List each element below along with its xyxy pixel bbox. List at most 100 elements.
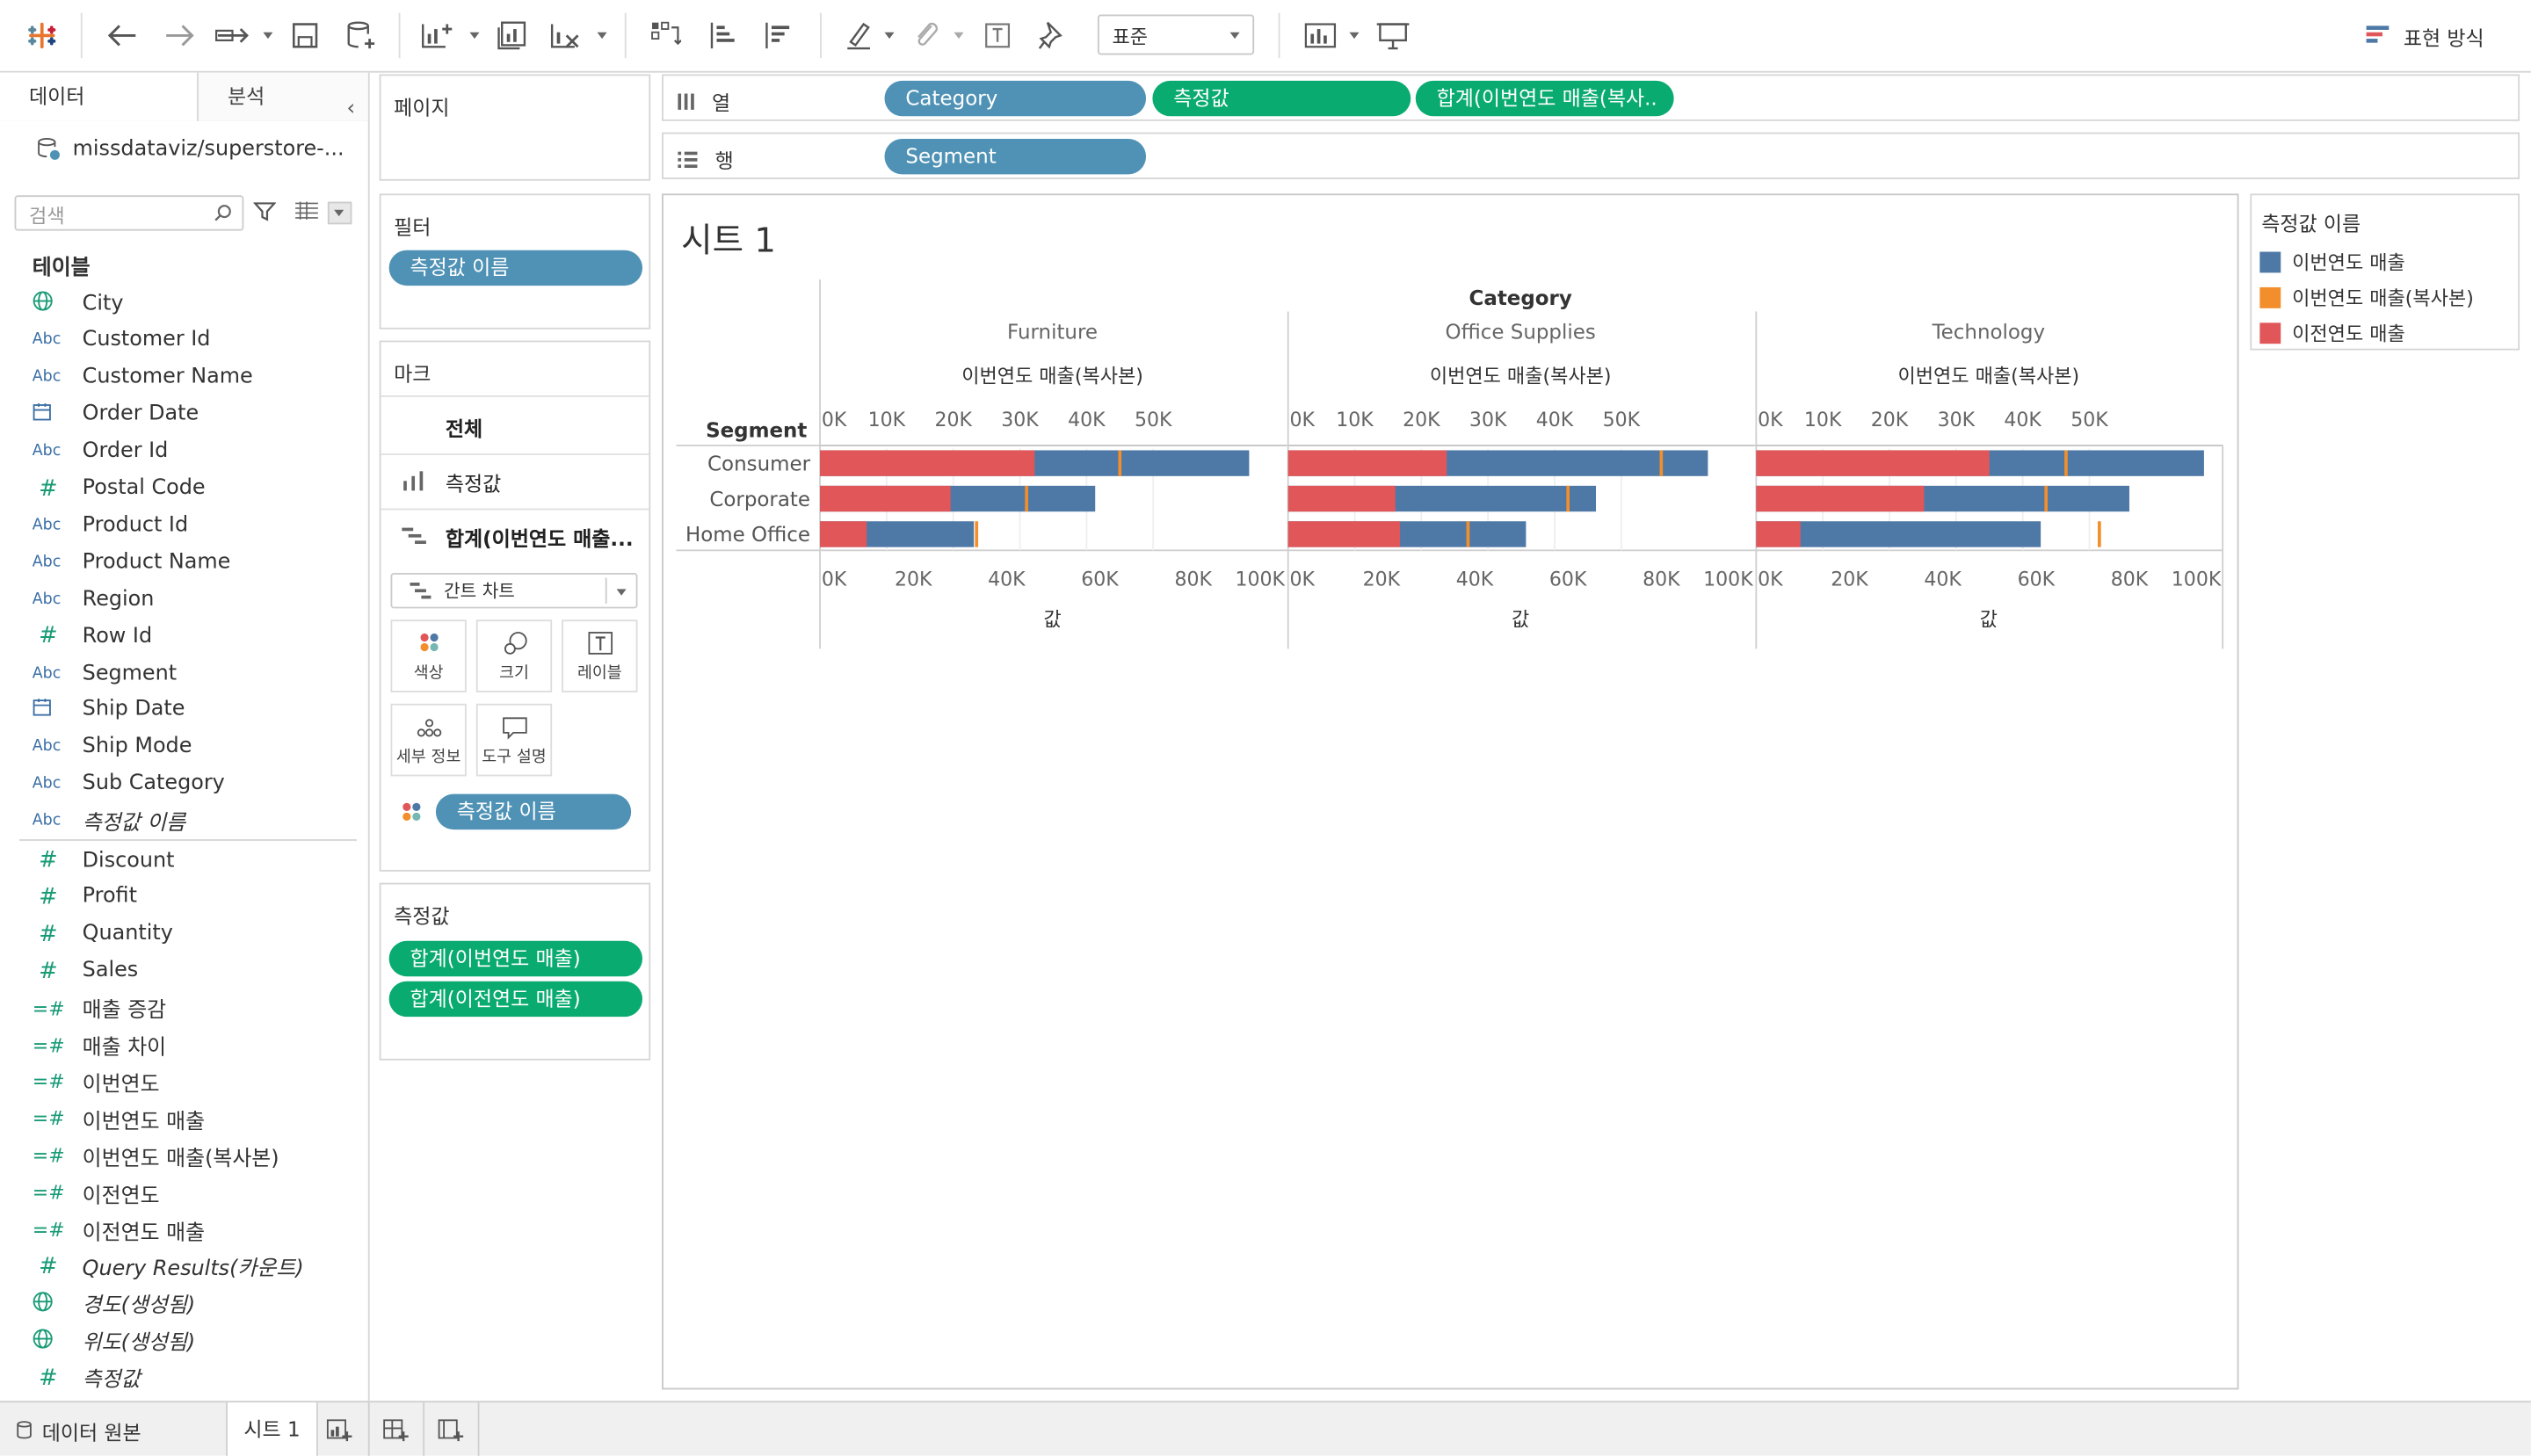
field-item[interactable]: =# 이번연도 — [33, 1064, 355, 1099]
field-item[interactable]: =# 이번연도 매출 — [33, 1101, 355, 1136]
filters-card[interactable]: 필터 측정값 이름 — [379, 193, 651, 330]
field-item[interactable]: # Quantity — [33, 916, 355, 952]
field-item[interactable]: # Profit — [33, 880, 355, 915]
legend-item[interactable]: 이전연도 매출 — [2259, 318, 2405, 347]
field-item[interactable]: Abc Order Id — [33, 433, 355, 468]
detail-button[interactable]: 세부 정보 — [390, 703, 467, 777]
field-item[interactable]: # Discount — [33, 843, 355, 878]
clear-sheet-icon[interactable] — [548, 18, 586, 53]
field-item[interactable]: Abc Region — [33, 582, 355, 617]
swap-icon[interactable] — [213, 18, 255, 53]
segment-header: Segment — [706, 420, 807, 443]
group-members-icon[interactable] — [909, 18, 944, 53]
filter-icon[interactable] — [253, 200, 277, 223]
field-item[interactable]: Ship Date — [33, 692, 355, 728]
sheet-tab[interactable]: 시트 1 — [227, 1402, 318, 1456]
sort-ascending-icon[interactable] — [704, 18, 743, 53]
undo-icon[interactable] — [104, 18, 142, 53]
field-item[interactable]: 위도(생성됨) — [33, 1323, 355, 1358]
tab-analysis[interactable]: 분석 ‹ — [198, 72, 368, 121]
view-size-select[interactable]: 표준 — [1097, 14, 1255, 55]
field-name: Sales — [82, 959, 139, 983]
show-labels-icon[interactable] — [980, 18, 1015, 53]
save-icon[interactable] — [287, 18, 323, 53]
marks-measure-card[interactable]: 측정값 — [401, 463, 501, 498]
field-item[interactable]: # Query Results(카운트) — [33, 1249, 355, 1284]
redo-icon[interactable] — [160, 18, 199, 53]
field-item[interactable]: City — [33, 286, 355, 321]
field-item[interactable]: Abc Product Name — [33, 545, 355, 580]
field-item[interactable]: =# 이전연도 매출 — [33, 1212, 355, 1247]
marks-all-tab[interactable]: 전체 — [445, 415, 483, 440]
column-pill-measure-values[interactable]: 측정값 — [1152, 80, 1411, 117]
field-item[interactable]: =# 이번연도 매출(복사본) — [33, 1138, 355, 1173]
field-item[interactable]: Abc Ship Mode — [33, 729, 355, 764]
new-worksheet-icon[interactable] — [418, 18, 457, 53]
measure-value-pill[interactable]: 합계(이번연도 매출) — [388, 940, 643, 977]
bottom-axis-title: 값 — [1512, 610, 1529, 632]
column-pill-category[interactable]: Category — [884, 80, 1147, 117]
view-list-icon[interactable] — [294, 200, 319, 221]
color-button[interactable]: 색상 — [390, 619, 467, 692]
datasource-item[interactable]: missdataviz/superstore-... — [35, 133, 358, 165]
label-icon — [587, 632, 613, 655]
tooltip-button[interactable]: 도구 설명 — [475, 703, 553, 777]
field-item[interactable]: =# 매출 차이 — [33, 1027, 355, 1062]
field-item[interactable]: # Sales — [33, 953, 355, 989]
field-item[interactable]: =# 이전연도 — [33, 1175, 355, 1210]
field-item[interactable]: # Row Id — [33, 619, 355, 654]
new-worksheet-icon[interactable] — [324, 1417, 353, 1443]
field-item[interactable]: =# 매출 증감 — [33, 990, 355, 1025]
duplicate-sheet-icon[interactable] — [494, 18, 533, 53]
field-item[interactable]: Abc Product Id — [33, 507, 355, 542]
legend-item[interactable]: 이번연도 매출(복사본) — [2259, 282, 2474, 311]
collapse-pane-icon[interactable]: ‹ — [346, 97, 356, 121]
bottom-axis-tick: 80K — [1174, 569, 1212, 591]
field-item[interactable]: 경도(생성됨) — [33, 1286, 355, 1321]
datasource-tab[interactable]: 데이터 원본 — [0, 1402, 228, 1456]
tableau-logo-icon[interactable] — [23, 18, 62, 53]
size-button[interactable]: 크기 — [475, 619, 553, 692]
row-pill-segment[interactable]: Segment — [884, 138, 1147, 175]
pin-icon[interactable] — [1034, 18, 1070, 53]
color-pill[interactable]: 측정값 이름 — [435, 793, 632, 830]
field-item[interactable]: # Postal Code — [33, 470, 355, 505]
legend-item[interactable]: 이번연도 매출 — [2259, 247, 2405, 276]
columns-label-group: 열 — [677, 85, 730, 116]
pages-card[interactable]: 페이지 — [379, 74, 651, 181]
mark-type-select[interactable]: 간트 차트 — [390, 573, 638, 609]
field-item[interactable]: Abc Sub Category — [33, 766, 355, 801]
new-datasource-icon[interactable] — [342, 18, 381, 53]
columns-shelf[interactable]: 열 Category 측정값 합계(이번연도 매출(복사.. — [662, 74, 2520, 121]
field-name: Query Results(카운트) — [82, 1257, 304, 1283]
bar-previous-year — [820, 521, 867, 547]
show-cards-icon[interactable] — [1301, 18, 1339, 53]
new-story-icon[interactable] — [436, 1417, 465, 1443]
swap-rows-columns-icon[interactable] — [646, 18, 685, 53]
category-header: Category — [1469, 287, 1572, 310]
view-options-dropdown[interactable] — [327, 201, 352, 225]
filter-pill[interactable]: 측정값 이름 — [388, 250, 643, 286]
marks-sum-card[interactable]: 합계(이번연도 매출... — [401, 518, 634, 554]
field-item[interactable]: # 측정값 — [33, 1360, 355, 1395]
presentation-mode-icon[interactable] — [1374, 18, 1412, 53]
label-button[interactable]: 레이블 — [562, 619, 638, 692]
top-axis-title: 이번연도 매출(복사본) — [1430, 366, 1612, 388]
field-item[interactable]: Abc Customer Name — [33, 359, 355, 395]
tab-data[interactable]: 데이터 — [0, 72, 199, 121]
show-me-button[interactable]: 표현 방식 — [2363, 19, 2484, 52]
measure-value-pill[interactable]: 합계(이전연도 매출) — [388, 981, 643, 1018]
string-type-icon: Abc — [32, 442, 62, 460]
highlight-icon[interactable] — [841, 18, 876, 53]
field-item[interactable]: Abc 측정값 이름 — [33, 803, 355, 838]
field-item[interactable]: Abc Segment — [33, 656, 355, 691]
field-name: 이전연도 매출 — [82, 1221, 206, 1246]
sheet-title[interactable]: 시트 1 — [681, 221, 776, 260]
field-item[interactable]: Abc Customer Id — [33, 322, 355, 358]
column-pill-sum[interactable]: 합계(이번연도 매출(복사.. — [1415, 80, 1674, 117]
sort-descending-icon[interactable] — [758, 18, 797, 53]
rows-shelf[interactable]: 행 Segment — [662, 132, 2520, 179]
search-input[interactable]: 검색 — [14, 195, 244, 231]
new-dashboard-icon[interactable] — [381, 1417, 410, 1443]
field-item[interactable]: Order Date — [33, 396, 355, 431]
